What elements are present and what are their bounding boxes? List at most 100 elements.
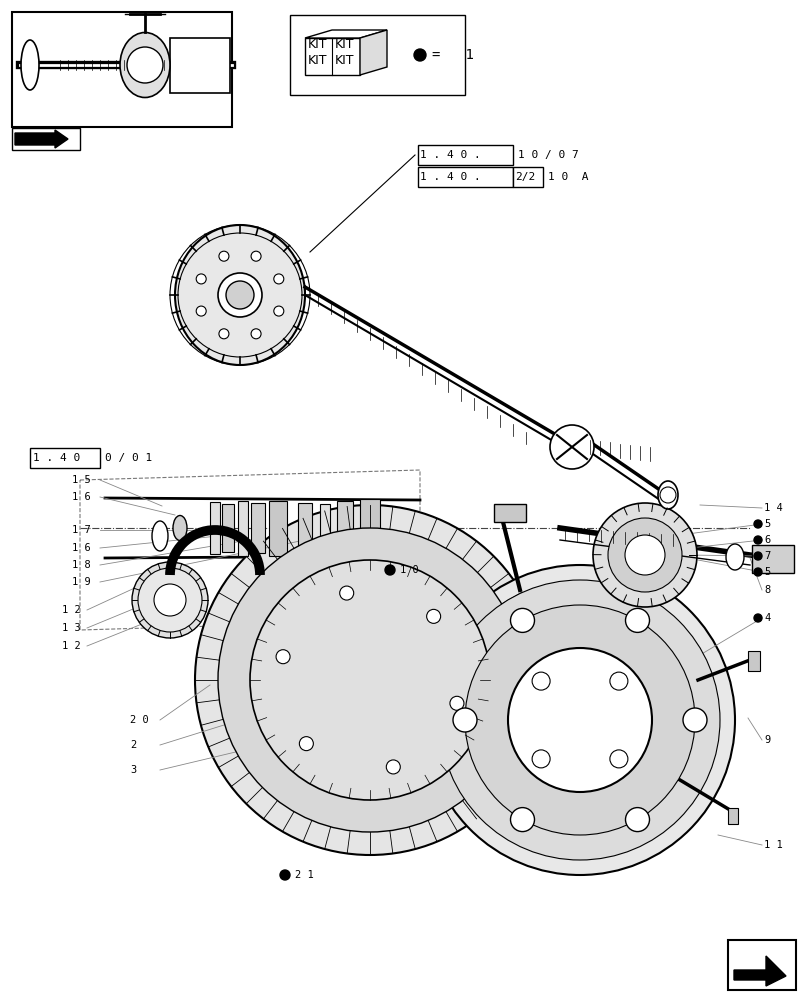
- Circle shape: [753, 536, 761, 544]
- Bar: [238, 500, 247, 556]
- Bar: [513, 167, 543, 187]
- Text: 6: 6: [763, 535, 770, 545]
- Circle shape: [753, 568, 761, 576]
- Ellipse shape: [657, 481, 677, 509]
- Ellipse shape: [152, 521, 168, 551]
- Text: 1 5: 1 5: [72, 475, 91, 485]
- Bar: [12, 12, 232, 127]
- Circle shape: [426, 609, 440, 623]
- Text: 9: 9: [763, 735, 770, 745]
- Circle shape: [127, 47, 163, 83]
- Circle shape: [132, 562, 208, 638]
- Text: 1 2: 1 2: [62, 641, 80, 651]
- Circle shape: [609, 750, 627, 768]
- Circle shape: [219, 329, 229, 339]
- Circle shape: [196, 274, 206, 284]
- Circle shape: [508, 648, 651, 792]
- Circle shape: [531, 672, 549, 690]
- Circle shape: [592, 503, 696, 607]
- Text: 1 6: 1 6: [72, 543, 91, 553]
- Circle shape: [195, 505, 544, 855]
- Bar: [169, 38, 230, 93]
- Text: KIT: KIT: [335, 54, 354, 67]
- Circle shape: [449, 696, 463, 710]
- Circle shape: [196, 306, 206, 316]
- Circle shape: [273, 274, 284, 284]
- Bar: [268, 500, 286, 556]
- Text: KIT: KIT: [307, 54, 327, 67]
- Ellipse shape: [21, 40, 39, 90]
- Circle shape: [384, 565, 394, 575]
- Polygon shape: [305, 30, 387, 38]
- Text: 1 9: 1 9: [72, 577, 91, 587]
- Text: 1 4: 1 4: [763, 503, 782, 513]
- Bar: [221, 504, 234, 552]
- Polygon shape: [359, 30, 387, 75]
- Circle shape: [225, 281, 254, 309]
- Bar: [298, 503, 311, 553]
- Circle shape: [424, 565, 734, 875]
- Bar: [727, 940, 795, 990]
- Circle shape: [624, 608, 649, 632]
- Circle shape: [280, 870, 290, 880]
- Text: 1 1: 1 1: [763, 840, 782, 850]
- Circle shape: [217, 273, 262, 317]
- Bar: [30, 448, 100, 468]
- Circle shape: [276, 650, 290, 664]
- Circle shape: [299, 737, 313, 751]
- Text: 2/2: 2/2: [514, 172, 534, 182]
- Bar: [210, 502, 220, 554]
- Circle shape: [753, 552, 761, 560]
- Text: 1 8: 1 8: [72, 560, 91, 570]
- Bar: [251, 503, 264, 553]
- Circle shape: [549, 425, 594, 469]
- Polygon shape: [305, 38, 359, 75]
- Circle shape: [659, 487, 676, 503]
- Text: 1 7: 1 7: [72, 525, 91, 535]
- Circle shape: [386, 760, 400, 774]
- Circle shape: [250, 560, 489, 800]
- Polygon shape: [733, 956, 785, 986]
- Ellipse shape: [725, 544, 743, 570]
- Circle shape: [414, 49, 426, 61]
- Text: 0 / 0 1: 0 / 0 1: [105, 453, 152, 463]
- Text: 2: 2: [130, 740, 136, 750]
- Text: 8: 8: [763, 585, 770, 595]
- Text: 1 0: 1 0: [400, 565, 418, 575]
- Circle shape: [510, 608, 534, 632]
- Bar: [337, 500, 353, 556]
- Text: 1 . 4 0 .: 1 . 4 0 .: [419, 172, 480, 182]
- Circle shape: [624, 808, 649, 832]
- Text: 7: 7: [763, 551, 770, 561]
- Circle shape: [753, 614, 761, 622]
- Text: 1 6: 1 6: [72, 492, 91, 502]
- Bar: [747, 651, 759, 671]
- Bar: [418, 167, 513, 187]
- Ellipse shape: [173, 516, 187, 540]
- Circle shape: [273, 306, 284, 316]
- Circle shape: [138, 568, 202, 632]
- Circle shape: [453, 708, 476, 732]
- Text: 5: 5: [763, 519, 770, 529]
- Circle shape: [753, 520, 761, 528]
- Bar: [12, 128, 80, 150]
- Text: KIT: KIT: [335, 38, 354, 51]
- Bar: [418, 145, 513, 165]
- Text: 1 0 / 0 7: 1 0 / 0 7: [517, 150, 578, 160]
- Text: 5: 5: [763, 567, 770, 577]
- Circle shape: [440, 580, 719, 860]
- Circle shape: [217, 528, 521, 832]
- Circle shape: [339, 586, 354, 600]
- Text: 3: 3: [130, 765, 136, 775]
- Bar: [320, 504, 329, 552]
- Circle shape: [607, 518, 681, 592]
- Circle shape: [510, 808, 534, 832]
- Text: =   1: = 1: [431, 48, 474, 62]
- Text: 1 3: 1 3: [62, 623, 80, 633]
- Circle shape: [251, 251, 261, 261]
- Circle shape: [624, 535, 664, 575]
- Bar: [751, 545, 793, 573]
- Circle shape: [531, 750, 549, 768]
- Bar: [359, 499, 380, 557]
- Ellipse shape: [120, 33, 169, 98]
